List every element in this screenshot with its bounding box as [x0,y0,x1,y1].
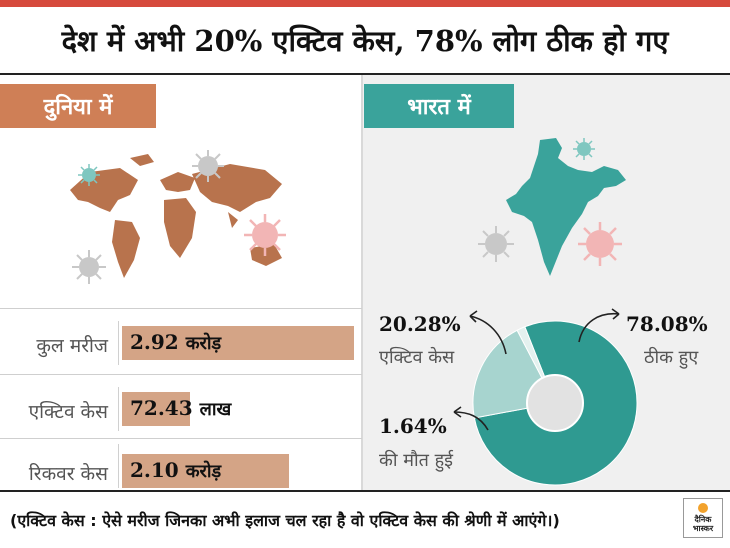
top-accent-bar [0,0,730,7]
virus-icon [244,214,286,256]
bar [122,392,190,426]
virus-icon [192,150,224,182]
virus-icon [72,250,106,284]
slice-label: ठीक हुए [644,347,699,368]
arrow-icon [578,308,620,343]
row-label: रिकवर केस [28,463,108,485]
row-label: एक्टिव केस [28,401,108,423]
panel-separator [361,75,363,490]
row-divider [0,374,362,375]
row-divider [0,308,362,309]
bar [122,326,354,360]
row-separator [118,444,119,488]
bar-value: 2.10 करोड़ [130,458,221,483]
footnote: (एक्टिव केस : ऐसे मरीज जिनका अभी इलाज चल… [10,511,560,530]
arrow-icon [453,406,489,431]
bar-number: 2.92 [130,330,179,354]
india-tag: भारत में [364,84,514,128]
virus-icon [78,164,100,186]
bar-unit: करोड़ [185,333,222,354]
india-donut-chart [472,320,638,486]
row-divider [0,438,362,439]
world-map-icon [70,154,282,278]
sun-icon [698,503,708,513]
logo-line: दैनिक [694,515,712,524]
india-map-icon [506,138,626,276]
footer-divider [0,490,730,492]
bar-value: 2.92 करोड़ [130,330,221,355]
virus-icon [573,138,595,160]
slice-percent: 78.08% [626,312,708,336]
bar-unit: लाख [199,399,232,420]
world-row-total: कुल मरीज 2.92 करोड़ [0,310,362,376]
bar-unit: करोड़ [185,461,222,482]
slice-percent: 1.64% [379,414,447,438]
world-row-recovered: रिकवर केस 2.10 करोड़ [0,440,362,506]
title-divider [0,73,730,75]
logo-line: भास्कर [692,524,714,533]
bar-value: 72.43 लाख [130,396,231,421]
brand-logo: दैनिक भास्कर [683,498,723,538]
row-label: कुल मरीज [36,335,108,357]
bar-number: 72.43 [130,396,193,420]
slice-percent: 20.28% [379,312,461,336]
world-row-active: एक्टिव केस 72.43 लाख [0,376,362,442]
arrow-icon [469,310,507,355]
virus-icon [578,222,622,266]
bar-number: 2.10 [130,458,179,482]
row-separator [118,387,119,431]
slice-label: एक्टिव केस [379,347,455,368]
world-tag: दुनिया में [0,84,156,128]
donut-hole [526,374,584,432]
slice-label: की मौत हुई [379,450,454,471]
row-separator [118,321,119,365]
bar [122,454,289,488]
virus-icon [478,226,514,262]
page-title: देश में अभी 20% एक्टिव केस, 78% लोग ठीक … [61,23,669,58]
